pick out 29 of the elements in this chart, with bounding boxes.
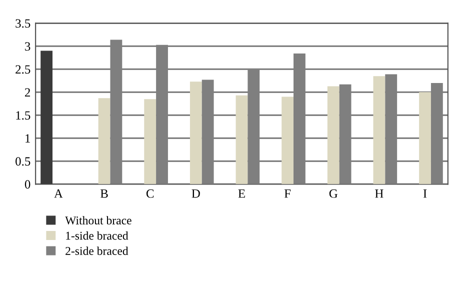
bar (282, 96, 294, 184)
bar (327, 86, 340, 184)
y-tick-label: 2 (24, 88, 30, 97)
y-tick-label: 2.5 (16, 65, 30, 74)
y-tick-label: 3 (25, 42, 30, 51)
y-tick-label: 1.5 (16, 111, 30, 120)
x-tick-label: H (375, 190, 384, 198)
x-tick-label: B (100, 190, 108, 198)
legend-label: Without brace (65, 216, 132, 224)
x-tick-label: D (192, 190, 200, 198)
bar (144, 99, 156, 184)
bar (236, 95, 248, 184)
y-tick-label: 0 (24, 180, 30, 189)
legend-label: 1-side braced (66, 231, 128, 240)
bar (40, 50, 53, 184)
y-tick-label: 1 (26, 134, 30, 142)
x-tick-label: C (146, 189, 154, 198)
bar (98, 98, 110, 184)
y-tick-label: 0.5 (16, 157, 30, 166)
y-tick-label: 3.5 (16, 19, 30, 28)
x-tick-label: G (329, 189, 338, 198)
legend-label: 2-side braced (66, 246, 128, 255)
x-tick-label: F (284, 190, 291, 198)
bar (373, 76, 386, 184)
x-tick-label: I (423, 190, 427, 198)
bar (190, 82, 202, 184)
x-tick-label: A (54, 189, 63, 198)
bar (419, 92, 431, 184)
x-tick-label: E (238, 190, 245, 198)
